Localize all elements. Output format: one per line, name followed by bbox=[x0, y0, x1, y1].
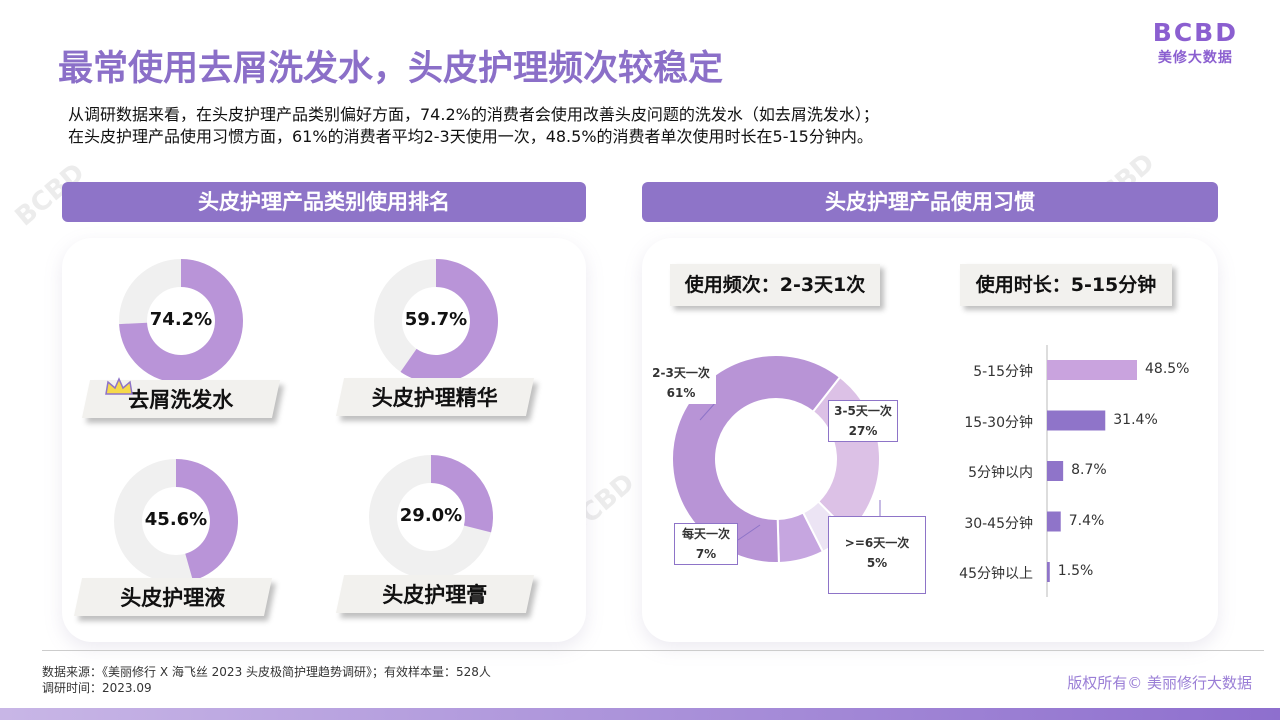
footer-divider bbox=[42, 650, 1264, 651]
duration-tag: 使用时长：5-15分钟 bbox=[960, 264, 1172, 306]
donut-value-arc bbox=[400, 259, 499, 383]
slice-value: 27% bbox=[848, 424, 878, 438]
donut-value-label: 74.2% bbox=[149, 309, 213, 330]
slice-value: 61% bbox=[666, 386, 696, 400]
logo-mark: BCBD bbox=[1152, 18, 1238, 47]
survey-time: 调研时间：2023.09 bbox=[42, 681, 152, 695]
intro-line-1: 从调研数据来看，在头皮护理产品类别偏好方面，74.2%的消费者会使用改善头皮问题… bbox=[68, 105, 879, 124]
bar-category-label: 15-30分钟 bbox=[964, 414, 1033, 431]
donut-value-arc bbox=[431, 455, 493, 533]
intro-line-2: 在头皮护理产品使用习惯方面，61%的消费者平均2-3天使用一次，48.5%的消费… bbox=[68, 127, 873, 146]
duration-bar bbox=[1047, 511, 1061, 532]
bar-category-label: 45分钟以上 bbox=[959, 566, 1033, 582]
right-section-banner: 头皮护理产品使用习惯 bbox=[642, 182, 1218, 222]
slice-name: 3-5天一次 bbox=[834, 404, 892, 418]
bar-value-label: 48.5% bbox=[1145, 361, 1190, 377]
copyright: 版权所有© 美丽修行大数据 bbox=[1067, 674, 1252, 692]
bar-value-label: 31.4% bbox=[1113, 411, 1158, 428]
duration-bar bbox=[1047, 360, 1137, 380]
slice-value: 7% bbox=[695, 547, 717, 561]
bar-category-label: 5-15分钟 bbox=[973, 364, 1033, 380]
slice-name: 每天一次 bbox=[681, 527, 730, 541]
frequency-tag: 使用频次：2-3天1次 bbox=[670, 264, 880, 306]
page-title: 最常使用去屑洗发水，头皮护理频次较稳定 bbox=[58, 49, 724, 89]
duration-bar bbox=[1047, 461, 1064, 481]
bar-value-label: 7.4% bbox=[1068, 512, 1105, 529]
slice-label-daily: 每天一次 7% bbox=[674, 523, 738, 565]
bar-category-label: 5分钟以内 bbox=[968, 465, 1033, 481]
duration-bar bbox=[1047, 562, 1050, 582]
donut-value-label: 45.6% bbox=[144, 509, 208, 530]
slice-label-6days: >=6天一次 5% bbox=[828, 516, 926, 594]
bar-value-label: 1.5% bbox=[1057, 563, 1094, 579]
donut-value-arc bbox=[119, 259, 243, 383]
bottom-accent-bar bbox=[0, 708, 1280, 720]
logo-text: 美修大数据 bbox=[1157, 50, 1233, 66]
donut-value-label: 59.7% bbox=[404, 309, 468, 330]
data-source: 数据来源：《美丽修行 X 海飞丝 2023 头皮极简护理趋势调研》；有效样本量：… bbox=[42, 665, 491, 679]
intro-text: 从调研数据来看，在头皮护理产品类别偏好方面，74.2%的消费者会使用改善头皮问题… bbox=[68, 104, 879, 148]
slice-name: 2-3天一次 bbox=[652, 366, 710, 380]
slice-value: 5% bbox=[866, 556, 888, 570]
crown-icon bbox=[105, 377, 133, 395]
donut-value-label: 29.0% bbox=[399, 505, 463, 526]
slice-name: >=6天一次 bbox=[844, 536, 910, 550]
brand-logo: BCBD 美修大数据 bbox=[1153, 18, 1238, 67]
bar-category-label: 30-45分钟 bbox=[964, 515, 1033, 532]
slice-label-2-3days: 2-3天一次 61% bbox=[646, 362, 716, 404]
left-section-banner: 头皮护理产品类别使用排名 bbox=[62, 182, 586, 222]
slice-label-3-5days: 3-5天一次 27% bbox=[828, 400, 898, 442]
bar-value-label: 8.7% bbox=[1071, 462, 1107, 478]
duration-bar bbox=[1047, 410, 1106, 431]
donut-value-arc bbox=[176, 459, 238, 581]
callout-leader bbox=[737, 524, 761, 541]
footer-notes: 数据来源：《美丽修行 X 海飞丝 2023 头皮极简护理趋势调研》；有效样本量：… bbox=[42, 664, 491, 696]
callout-leader bbox=[699, 401, 717, 421]
frequency-slice bbox=[671, 354, 842, 564]
